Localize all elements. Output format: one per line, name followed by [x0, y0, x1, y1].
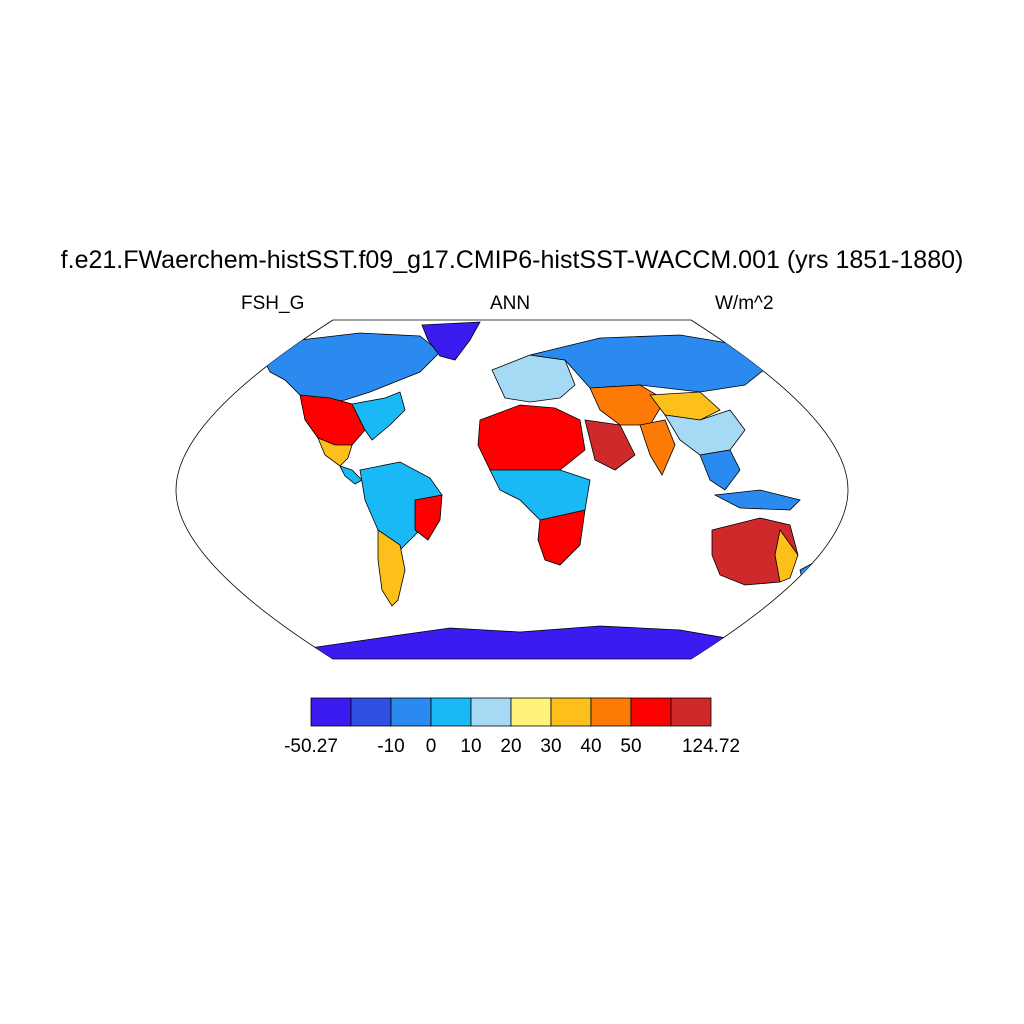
colorbar-tick-label: 40	[580, 736, 601, 757]
variable-name: FSH_G	[241, 293, 305, 314]
land-region-mexico	[317, 437, 353, 467]
colorbar-swatch	[350, 697, 392, 727]
season-label: ANN	[490, 293, 531, 314]
land-region-northern-eurasia	[529, 334, 771, 393]
land-region-northeast-brazil	[414, 494, 443, 541]
colorbar-swatch	[470, 697, 512, 727]
colorbar-swatch	[510, 697, 552, 727]
land-region-southern-south-america	[377, 529, 406, 607]
colorbar-labels: -50.27 -10 0 10 20 30 40 50 124.72	[284, 736, 740, 757]
land-region-eastern-united-states	[351, 391, 406, 441]
colorbar-tick-label: 0	[426, 736, 437, 757]
colorbar-swatch	[630, 697, 672, 727]
land-region-greenland	[421, 321, 481, 361]
colorbar-swatch	[670, 697, 712, 727]
colorbar-tick-label: 50	[620, 736, 641, 757]
land-region-india	[639, 419, 676, 476]
colorbar-swatch	[310, 697, 352, 727]
land-region-china	[664, 409, 746, 456]
units-label: W/m^2	[715, 293, 774, 314]
colorbar-swatch	[550, 697, 592, 727]
colorbar-swatch	[430, 697, 472, 727]
land-region-southern-africa	[537, 509, 586, 566]
colorbar-swatch	[390, 697, 432, 727]
plot-title: f.e21.FWaerchem-histSST.f09_g17.CMIP6-hi…	[60, 246, 964, 274]
colorbar-tick-label: 20	[500, 736, 521, 757]
land-region-maritime-continent	[713, 489, 801, 511]
land-region-sahara	[477, 404, 586, 476]
colorbar-swatch	[590, 697, 632, 727]
colorbar-tick-label: 30	[540, 736, 561, 757]
land-region-eastern-australia	[774, 529, 799, 583]
land-region-central-america	[339, 465, 363, 485]
land-region-arabian-peninsula	[584, 419, 636, 471]
colorbar-tick-label: -10	[377, 736, 404, 757]
land-region-tibetan-plateau	[649, 391, 721, 421]
colorbar-tick-label: 124.72	[682, 736, 740, 757]
colorbar-boxes	[310, 697, 712, 727]
colorbar-tick-label: -50.27	[284, 736, 338, 757]
land-region-antarctica	[308, 625, 740, 659]
land-region-southeast-asia	[699, 449, 741, 491]
colorbar-tick-label: 10	[460, 736, 481, 757]
land-region-canada-and-alaska	[261, 332, 441, 405]
land-layer	[261, 321, 821, 659]
